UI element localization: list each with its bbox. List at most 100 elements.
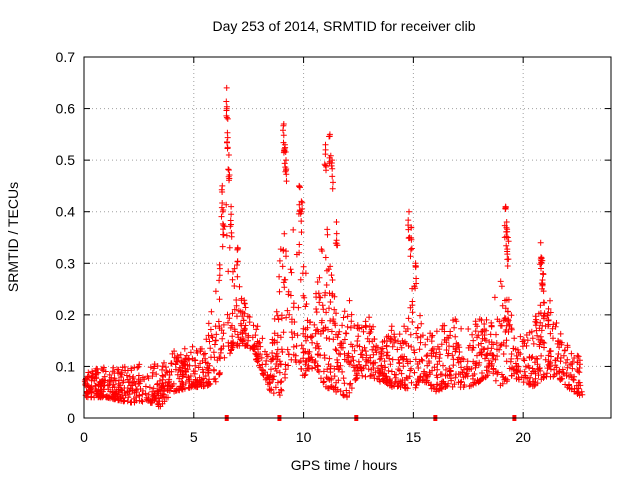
data-point [458,378,465,385]
data-point [202,350,208,357]
data-point [479,346,485,352]
data-point [314,366,321,373]
data-point [333,310,339,317]
data-point [397,384,404,390]
data-point [326,385,332,392]
data-point [156,377,163,384]
data-point [488,360,495,367]
data-point [443,347,450,353]
y-axis-label: SRMTID / TECUs [5,182,21,292]
data-point [496,318,503,325]
data-point [200,351,207,358]
data-point [366,338,373,345]
data-point [413,330,420,337]
data-point [228,233,235,240]
data-point [279,349,286,355]
data-point [255,357,262,364]
data-point [225,319,231,326]
data-point [559,366,566,373]
data-point [174,371,181,378]
data-point [476,316,483,323]
data-point [343,387,350,394]
data-point [321,355,328,361]
data-point [547,373,554,380]
data-point [231,306,238,313]
data-point [316,299,323,306]
data-point [437,371,444,378]
x-tick-label: 15 [406,429,422,445]
data-point [302,361,309,368]
data-point [224,139,230,145]
data-point [537,333,544,340]
data-point [216,272,223,279]
data-point [207,326,214,333]
data-point [189,383,196,390]
data-point [447,368,454,375]
data-point [524,337,531,344]
data-point [358,351,365,358]
data-point [273,308,280,315]
data-point [470,375,476,382]
data-point [387,338,394,345]
data-point [538,376,545,383]
data-point [218,345,225,352]
data-point [519,338,526,345]
data-point [225,173,232,180]
data-point [564,364,571,371]
data-point [571,355,578,361]
data-point [529,335,536,342]
data-point [330,179,336,186]
data-point [348,318,355,325]
data-point [308,334,315,341]
data-point [413,280,420,287]
data-point [93,365,100,372]
data-point [532,375,539,382]
data-point [424,336,431,343]
data-point [505,296,512,303]
data-point [212,323,219,330]
data-point [231,265,238,272]
data-point [346,381,353,388]
data-point [212,375,219,382]
data-point [329,277,336,283]
data-point [270,390,277,397]
data-point [389,356,396,363]
data-point [571,373,578,380]
data-point [498,283,505,290]
data-point [134,364,141,371]
data-point [464,358,471,365]
data-point [298,218,305,225]
data-point [205,378,212,385]
data-point [557,339,563,346]
data-point [482,355,488,362]
data-point [285,362,292,369]
data-point [548,353,554,360]
data-point [192,362,199,369]
data-point [317,294,324,301]
data-point [536,341,543,348]
data-point [166,378,173,385]
data-point [288,356,295,363]
data-point [350,357,357,364]
data-point [234,262,240,268]
data-point [450,362,457,369]
data-point [240,336,247,343]
data-point [285,351,292,358]
data-point [269,356,276,363]
data-point [234,313,240,320]
data-point [372,347,379,354]
data-point [218,213,225,220]
data-point [494,353,501,360]
data-point [505,317,512,324]
data-point [568,350,575,357]
data-point [575,368,582,375]
data-point [229,333,236,340]
data-point [398,370,405,377]
data-point [282,374,289,381]
data-point [225,166,232,173]
data-point [368,326,375,333]
data-point [370,351,377,358]
data-point [424,373,431,380]
data-point [309,356,316,363]
data-point [234,331,241,338]
